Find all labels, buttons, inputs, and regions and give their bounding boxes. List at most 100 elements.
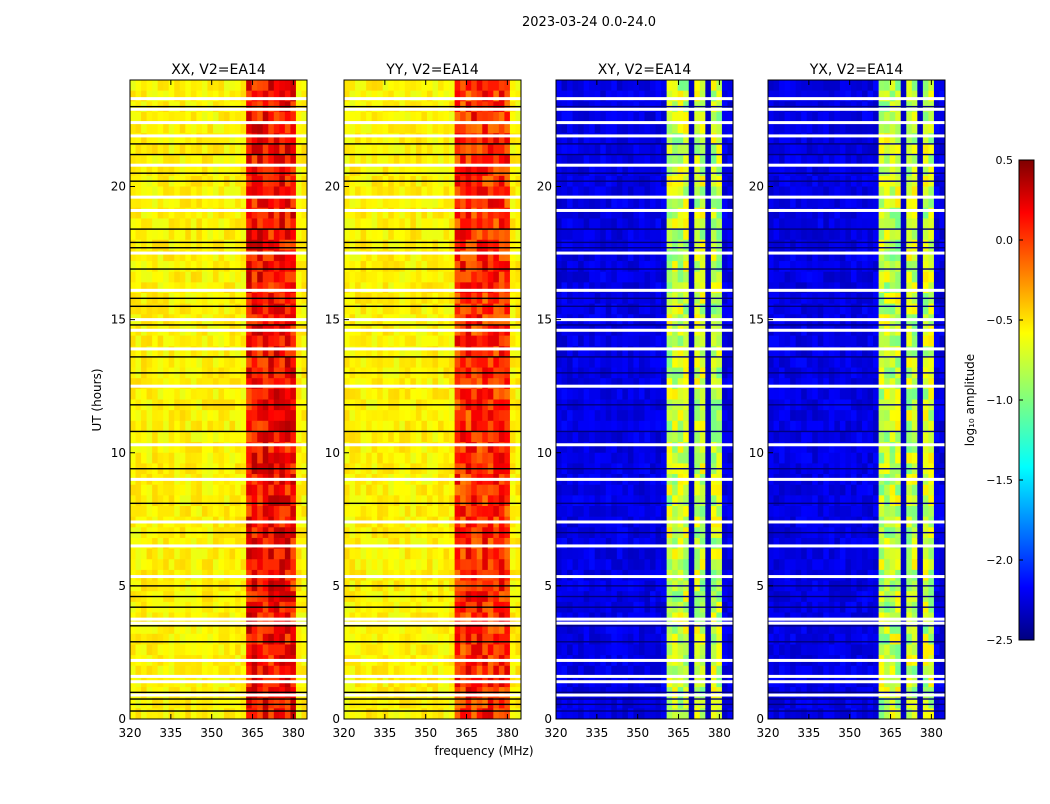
heatmap-cell: [573, 218, 579, 229]
heatmap-cell: [230, 634, 236, 645]
heatmap-cell: [372, 304, 378, 315]
heatmap-cell: [163, 708, 169, 719]
flagged-row-white: [130, 347, 307, 350]
heatmap-cell: [556, 336, 562, 347]
heatmap-cell: [510, 218, 516, 229]
heatmap-cell: [595, 506, 601, 517]
heatmap-cell: [493, 495, 499, 506]
heatmap-cell: [257, 634, 263, 645]
heatmap-cell: [567, 644, 573, 655]
heatmap-cell: [274, 165, 280, 176]
heatmap-cell: [274, 229, 280, 240]
heatmap-cell: [230, 304, 236, 315]
heatmap-cell: [355, 453, 361, 464]
heatmap-cell: [224, 123, 230, 134]
heatmap-cell: [493, 240, 499, 251]
heatmap-cell: [595, 304, 601, 315]
heatmap-cell: [421, 549, 427, 560]
heatmap-cell: [290, 421, 296, 432]
flagged-row-white: [130, 108, 307, 111]
heatmap-cell: [230, 623, 236, 634]
heatmap-cell: [421, 261, 427, 272]
heatmap-cell: [504, 549, 510, 560]
heatmap-cell: [628, 485, 634, 496]
heatmap-cell: [606, 410, 612, 421]
heatmap-cell: [355, 144, 361, 155]
heatmap-cell: [455, 634, 461, 645]
heatmap-cell: [196, 431, 202, 442]
heatmap-cell: [207, 197, 213, 208]
heatmap-cell: [433, 431, 439, 442]
heatmap-cell: [466, 240, 472, 251]
heatmap-cell: [466, 336, 472, 347]
heatmap-cell: [427, 495, 433, 506]
heatmap-cell: [488, 623, 494, 634]
heatmap-cell: [394, 336, 400, 347]
heatmap-cell: [263, 410, 269, 421]
heatmap-cell: [388, 485, 394, 496]
heatmap-cell: [141, 634, 147, 645]
heatmap-cell: [455, 240, 461, 251]
heatmap-cell: [296, 431, 302, 442]
heatmap-cell: [504, 240, 510, 251]
heatmap-cell: [169, 336, 175, 347]
heatmap-cell: [504, 506, 510, 517]
heatmap-cell: [136, 421, 142, 432]
heatmap-cell: [600, 218, 606, 229]
heatmap-cell: [361, 431, 367, 442]
heatmap-cell: [377, 80, 383, 91]
heatmap-cell: [372, 431, 378, 442]
heatmap-cell: [589, 389, 595, 400]
heatmap-cell: [455, 80, 461, 91]
heatmap-cell: [274, 644, 280, 655]
heatmap-cell: [290, 229, 296, 240]
heatmap-cell: [224, 80, 230, 91]
heatmap-cell: [617, 549, 623, 560]
heatmap-cell: [556, 485, 562, 496]
heatmap-cell: [202, 240, 208, 251]
heatmap-cell: [263, 357, 269, 368]
heatmap-cell: [622, 506, 628, 517]
heatmap-cell: [366, 644, 372, 655]
flagged-row-black: [344, 143, 521, 144]
heatmap-cell: [606, 80, 612, 91]
heatmap-cell: [355, 485, 361, 496]
heatmap-cell: [399, 389, 405, 400]
heatmap-cell: [573, 389, 579, 400]
heatmap-cell: [246, 197, 252, 208]
heatmap-cell: [427, 708, 433, 719]
heatmap-cell: [499, 431, 505, 442]
heatmap-cell: [158, 453, 164, 464]
heatmap-cell: [394, 80, 400, 91]
heatmap-cell: [449, 506, 455, 517]
heatmap-cell: [510, 485, 516, 496]
heatmap-cell: [366, 229, 372, 240]
heatmap-cell: [578, 272, 584, 283]
heatmap-cell: [207, 623, 213, 634]
heatmap-cell: [279, 453, 285, 464]
heatmap-cell: [130, 165, 136, 176]
heatmap-cell: [130, 485, 136, 496]
flagged-row-black: [344, 468, 521, 469]
heatmap-cell: [562, 421, 568, 432]
heatmap-cell: [567, 357, 573, 368]
heatmap-cell: [196, 165, 202, 176]
heatmap-cell: [235, 421, 241, 432]
heatmap-cell: [573, 272, 579, 283]
heatmap-cell: [152, 261, 158, 272]
heatmap-cell: [493, 80, 499, 91]
heatmap-cell: [230, 261, 236, 272]
heatmap-cell: [394, 229, 400, 240]
heatmap-cell: [235, 453, 241, 464]
heatmap-cell: [285, 559, 291, 570]
heatmap-cell: [567, 495, 573, 506]
heatmap-cell: [372, 218, 378, 229]
heatmap-cell: [488, 240, 494, 251]
heatmap-cell: [399, 165, 405, 176]
heatmap-cell: [421, 336, 427, 347]
heatmap-cell: [589, 240, 595, 251]
heatmap-cell: [207, 634, 213, 645]
heatmap-cell: [455, 421, 461, 432]
heatmap-cell: [567, 485, 573, 496]
heatmap-cell: [504, 644, 510, 655]
